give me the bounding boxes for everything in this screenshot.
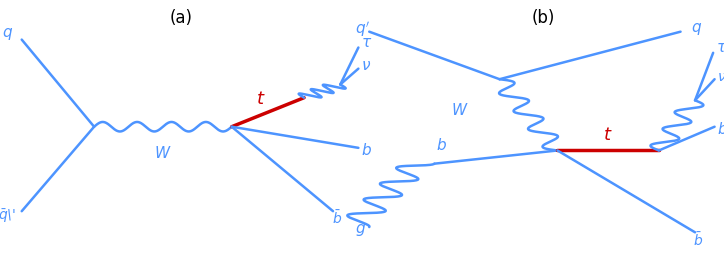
Text: $\tau$: $\tau$ [716, 40, 724, 55]
Text: $b$: $b$ [361, 143, 372, 158]
Text: $\bar{q}$\': $\bar{q}$\' [0, 208, 16, 225]
Text: $g$: $g$ [355, 222, 366, 238]
Text: $t$: $t$ [603, 126, 613, 144]
Text: $\nu$: $\nu$ [717, 69, 724, 84]
Text: $\bar{b}$: $\bar{b}$ [332, 209, 342, 227]
Text: (a): (a) [169, 10, 193, 27]
Text: $\bar{b}$: $\bar{b}$ [693, 231, 703, 249]
Text: $t$: $t$ [256, 90, 266, 108]
Text: (b): (b) [531, 10, 555, 27]
Text: $W$: $W$ [451, 102, 468, 117]
Text: $q$: $q$ [691, 21, 702, 37]
Text: $\nu$: $\nu$ [361, 59, 371, 73]
Text: $b$: $b$ [717, 121, 724, 137]
Text: $q$: $q$ [1, 26, 13, 42]
Text: $b$: $b$ [436, 137, 447, 153]
Text: $W$: $W$ [154, 145, 172, 161]
Text: $q'$: $q'$ [355, 19, 370, 39]
Text: $\tau$: $\tau$ [361, 35, 373, 50]
